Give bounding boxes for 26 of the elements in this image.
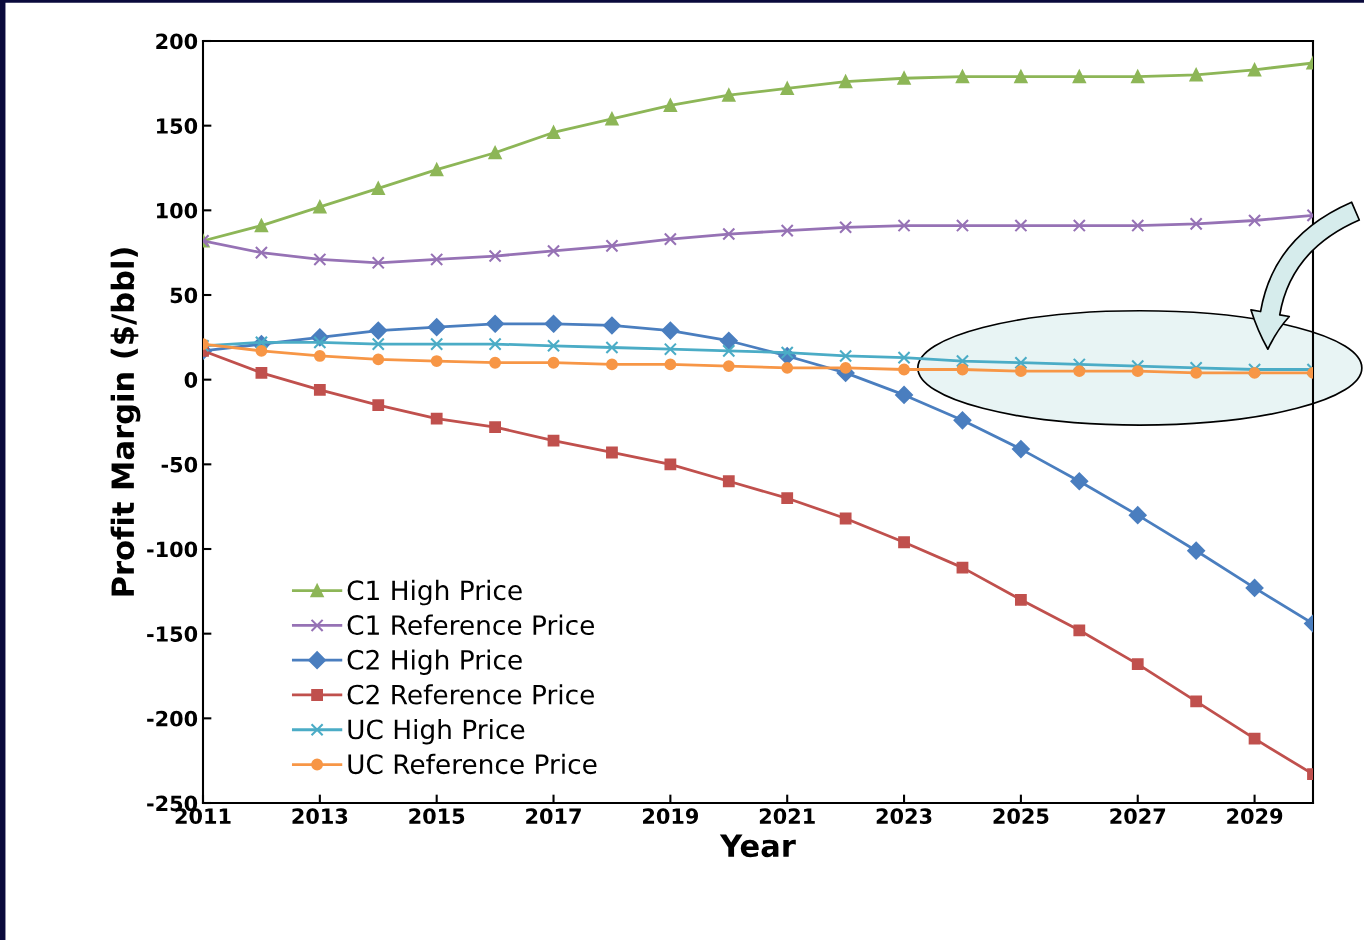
- x-tick-label: 2015: [409, 808, 465, 824]
- x-tick-label: 2027: [1110, 808, 1166, 824]
- x-tick-label: 2021: [759, 808, 815, 824]
- y-tick-label: -100: [147, 541, 198, 558]
- y-tick-label: 150: [157, 118, 198, 134]
- legend-label: UC Reference Price: [348, 753, 597, 775]
- y-tick-label: 200: [156, 33, 198, 50]
- x-tick-label: 2017: [526, 808, 581, 824]
- legend-label: C2 Reference Price: [347, 684, 594, 705]
- x-axis-title: Year: [719, 834, 796, 858]
- y-tick-label: 100: [157, 202, 198, 219]
- legend-label: C1 High Price: [347, 579, 522, 606]
- y-tick-label: 0: [184, 372, 198, 388]
- x-tick-label: 2029: [1227, 808, 1283, 824]
- y-tick-label: -150: [147, 626, 198, 642]
- legend-label: UC High Price: [348, 718, 525, 745]
- y-tick-label: -50: [161, 456, 198, 473]
- x-tick-label: 2025: [993, 808, 1049, 824]
- y-tick-label: -200: [147, 710, 198, 727]
- x-tick-label: 2013: [292, 808, 348, 824]
- y-axis-title: Profit Margin ($/bbl): [110, 248, 141, 596]
- legend-label: C2 High Price: [347, 649, 522, 675]
- x-tick-label: 2023: [876, 808, 932, 824]
- legend-label: C1 Reference Price: [347, 614, 594, 636]
- x-tick-label: 2019: [643, 808, 699, 824]
- y-tick-label: 50: [170, 287, 198, 304]
